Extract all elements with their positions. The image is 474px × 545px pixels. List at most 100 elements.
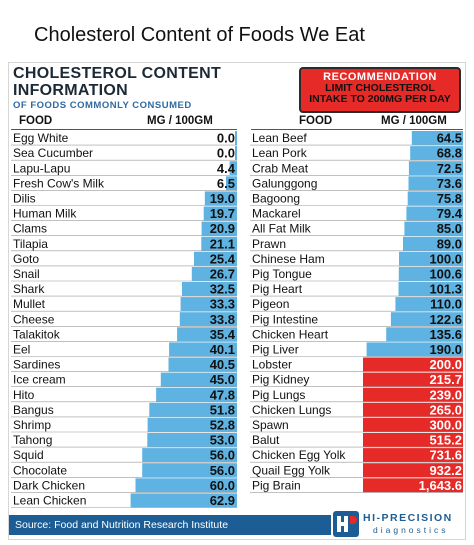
left-bar-9 (191, 266, 237, 281)
right-bar-12 (390, 312, 463, 327)
right-value-label-16: 215.7 (429, 372, 462, 387)
right-bar-3 (408, 176, 463, 191)
right-food-header: FOOD (299, 115, 333, 127)
right-bar-21 (363, 448, 463, 463)
left-value-label-21: 56.0 (210, 448, 235, 463)
recommendation-heading: RECOMMENDATION (323, 71, 437, 83)
right-value-label-13: 135.6 (429, 327, 462, 342)
right-value-label-22: 932.2 (429, 463, 462, 478)
left-value-label-24: 62.9 (210, 493, 235, 508)
right-food-label-20: Balut (252, 433, 280, 447)
left-bar-22 (142, 463, 237, 478)
right-food-label-6: All Fat Milk (252, 222, 312, 236)
right-value-label-10: 101.3 (429, 282, 462, 297)
right-value-label-11: 110.0 (430, 297, 462, 312)
right-value-label-5: 79.4 (437, 206, 463, 221)
right-bar-0 (411, 131, 463, 146)
left-bar-15 (168, 357, 237, 372)
right-bar-2 (408, 161, 463, 176)
right-value-label-19: 300.0 (429, 418, 462, 433)
left-value-label-12: 33.8 (210, 312, 235, 327)
left-bar-19 (147, 417, 237, 432)
left-food-label-20: Tahong (13, 433, 52, 447)
right-value-label-0: 64.5 (437, 131, 462, 146)
left-value-label-2: 4.4 (217, 161, 236, 176)
right-bar-20 (363, 433, 463, 448)
left-value-label-7: 21.1 (210, 236, 235, 251)
chart-title-line2: INFORMATION (13, 82, 128, 99)
right-value-label-1: 68.8 (437, 146, 462, 161)
left-unit-header: MG / 100GM (147, 115, 213, 127)
right-bar-6 (404, 221, 463, 236)
page-title: Cholesterol Content of Foods We Eat (0, 0, 474, 62)
left-value-label-1: 0.0 (217, 146, 235, 161)
cholesterol-bar-chart: Egg White 0.0 Sea Cucumber 0.0 Lapu-Lapu 4.4 F… (11, 131, 463, 508)
left-bar-10 (182, 282, 237, 297)
left-bar-23 (135, 478, 237, 493)
right-value-label-17: 239.0 (429, 387, 462, 402)
left-value-label-19: 52.8 (210, 418, 235, 433)
left-bar-11 (180, 297, 237, 312)
left-bar-1 (235, 146, 237, 161)
right-bar-1 (410, 146, 463, 161)
left-value-label-10: 32.5 (210, 282, 235, 297)
left-value-label-8: 25.4 (210, 251, 236, 266)
right-value-label-4: 75.8 (437, 191, 462, 206)
left-header-rule (11, 129, 237, 130)
right-bar-7 (403, 236, 463, 251)
right-value-label-14: 190.0 (429, 342, 462, 357)
right-food-label-18: Chicken Lungs (252, 403, 331, 417)
right-value-label-12: 122.6 (429, 312, 462, 327)
right-value-label-23: 1,643.6 (419, 478, 462, 493)
left-food-label-13: Talakitok (13, 327, 61, 341)
left-food-label-7: Tilapia (13, 237, 48, 251)
left-food-label-16: Ice cream (13, 373, 66, 387)
logo-mark-icon (333, 511, 359, 537)
left-food-label-5: Human Milk (13, 207, 77, 221)
left-bar-16 (160, 372, 237, 387)
left-value-label-20: 53.0 (210, 433, 235, 448)
recommendation-box: RECOMMENDATION LIMIT CHOLESTEROL INTAKE … (299, 67, 461, 113)
right-bar-17 (363, 387, 463, 402)
left-bar-21 (142, 448, 237, 463)
left-value-label-5: 19.7 (210, 206, 235, 221)
right-food-label-19: Spawn (252, 418, 289, 432)
right-bar-13 (386, 327, 463, 342)
hi-precision-logo: HI-PRECISION diagnostics (333, 509, 463, 539)
left-food-label-17: Hito (13, 388, 35, 402)
left-food-label-21: Squid (13, 448, 44, 462)
right-food-label-12: Pig Intestine (252, 312, 318, 326)
right-food-label-3: Galunggong (252, 176, 317, 190)
left-bar-20 (147, 433, 237, 448)
left-food-label-4: Dilis (13, 192, 36, 206)
right-food-label-14: Pig Liver (252, 343, 299, 357)
right-header-rule (251, 129, 463, 130)
right-food-label-17: Pig Lungs (252, 388, 305, 402)
right-value-label-3: 73.6 (437, 176, 462, 191)
left-value-label-9: 26.7 (210, 267, 235, 282)
left-value-label-22: 56.0 (210, 463, 235, 478)
left-bar-5 (203, 206, 237, 221)
right-value-label-21: 731.6 (429, 448, 462, 463)
left-food-label-9: Snail (13, 267, 40, 281)
right-bar-18 (363, 402, 463, 417)
chart-subtitle: OF FOODS COMMONLY CONSUMED (13, 100, 192, 111)
left-bar-7 (201, 236, 237, 251)
right-food-label-15: Lobster (252, 358, 292, 372)
logo-name: HI-PRECISION (363, 512, 453, 524)
right-value-label-18: 265.0 (429, 402, 462, 417)
right-value-label-6: 85.0 (437, 221, 462, 236)
left-value-label-17: 47.8 (210, 387, 235, 402)
right-food-label-16: Pig Kidney (252, 373, 309, 387)
left-food-label-18: Bangus (13, 403, 54, 417)
left-food-label-23: Dark Chicken (13, 478, 85, 492)
left-food-label-12: Cheese (13, 312, 55, 326)
left-value-label-15: 40.5 (210, 357, 235, 372)
right-food-label-11: Pigeon (252, 297, 289, 311)
right-bar-22 (363, 463, 463, 478)
left-bar-12 (179, 312, 237, 327)
right-food-label-8: Chinese Ham (252, 252, 325, 266)
left-bar-18 (149, 402, 237, 417)
right-food-label-21: Chicken Egg Yolk (252, 448, 346, 462)
left-food-label-3: Fresh Cow's Milk (13, 176, 105, 190)
